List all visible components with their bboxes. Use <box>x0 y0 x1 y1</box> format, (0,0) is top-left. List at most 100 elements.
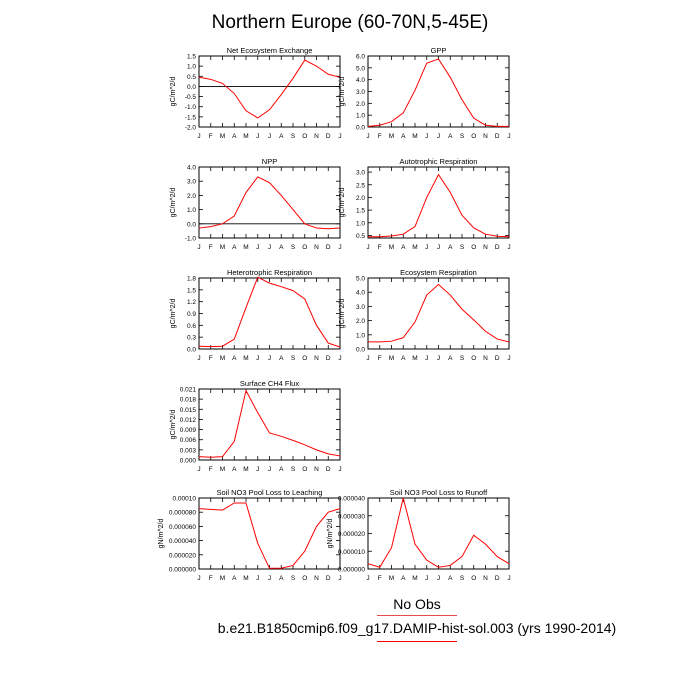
panel-1: Net Ecosystem Exchange gC/m^2/d -2.0 -1.5 -1… <box>170 46 342 140</box>
x-tick-label: J <box>366 355 369 362</box>
panel-title: Autotrophic Respiration <box>400 157 478 166</box>
x-tick-label: J <box>268 133 271 140</box>
x-tick-label: J <box>366 575 369 582</box>
x-tick-label: A <box>232 355 237 362</box>
x-tick-label: M <box>243 133 248 140</box>
y-axis-label: gN/m^2/d <box>327 519 334 549</box>
panel-5: Heterotrophic Respiration gC/m^2/d 0.0 0.3 0… <box>170 268 342 362</box>
legend-case-line <box>377 641 457 642</box>
x-tick-label: M <box>220 575 225 582</box>
x-tick-label: F <box>209 466 213 473</box>
y-tick-label: 2.0 <box>356 195 365 202</box>
x-tick-label: S <box>460 575 465 582</box>
x-tick-label: J <box>507 244 510 251</box>
x-tick-label: S <box>291 244 296 251</box>
x-tick-label: J <box>256 244 259 251</box>
y-tick-label: 0.000000 <box>169 567 196 574</box>
x-tick-label: J <box>338 575 341 582</box>
x-tick-label: D <box>495 575 500 582</box>
x-tick-label: J <box>197 355 200 362</box>
y-axis-label: gC/m^2/d <box>170 299 177 329</box>
x-tick-label: J <box>425 244 428 251</box>
y-tick-label: 2.0 <box>187 193 196 200</box>
x-tick-label: J <box>437 575 440 582</box>
y-axis-label: gC/m^2/d <box>170 77 177 107</box>
x-tick-label: O <box>471 355 476 362</box>
plot-frame <box>198 277 341 350</box>
x-tick-label: A <box>232 133 237 140</box>
y-tick-label: 0.000040 <box>169 538 196 545</box>
y-tick-label: 1.2 <box>187 299 196 306</box>
x-tick-label: N <box>483 575 488 582</box>
x-tick-label: F <box>378 355 382 362</box>
x-tick-label: N <box>314 575 319 582</box>
x-tick-label: O <box>471 575 476 582</box>
x-tick-label: J <box>425 133 428 140</box>
x-tick-label: A <box>279 355 284 362</box>
x-tick-label: D <box>495 355 500 362</box>
y-tick-label: 0.000020 <box>169 552 196 559</box>
x-tick-label: M <box>220 133 225 140</box>
y-tick-label: 1.0 <box>187 64 196 71</box>
y-tick-label: 2.0 <box>356 101 365 108</box>
x-tick-label: D <box>495 244 500 251</box>
x-tick-label: D <box>326 133 331 140</box>
y-tick-label: 4.0 <box>187 165 196 172</box>
y-tick-label: -1.0 <box>185 104 197 111</box>
x-tick-label: A <box>232 244 237 251</box>
x-tick-label: D <box>326 466 331 473</box>
x-tick-label: M <box>243 355 248 362</box>
panel-8: Soil NO3 Pool Loss to Leaching gN/m^2/d 0.… <box>158 488 342 582</box>
y-tick-label: 0.9 <box>187 311 196 318</box>
x-tick-label: M <box>412 244 417 251</box>
y-tick-label: 1.0 <box>356 332 365 339</box>
y-tick-label: 3.0 <box>356 170 365 177</box>
y-tick-label: 0.021 <box>180 387 197 394</box>
y-tick-label: 1.5 <box>356 208 365 215</box>
x-tick-label: N <box>483 355 488 362</box>
series-line <box>367 58 509 127</box>
y-tick-label: 1.5 <box>187 287 196 294</box>
panel-title: Surface CH4 Flux <box>240 379 299 388</box>
x-tick-label: O <box>302 466 307 473</box>
y-tick-label: 0.3 <box>187 335 196 342</box>
y-tick-label: -1.5 <box>185 114 197 121</box>
x-tick-label: M <box>220 355 225 362</box>
y-tick-label: -2.0 <box>185 125 197 132</box>
x-tick-label: M <box>412 355 417 362</box>
x-tick-label: J <box>256 466 259 473</box>
x-tick-label: F <box>378 244 382 251</box>
y-tick-label: 5.0 <box>356 276 365 283</box>
x-tick-label: A <box>448 244 453 251</box>
x-tick-label: J <box>338 355 341 362</box>
x-tick-label: A <box>448 355 453 362</box>
x-tick-label: A <box>279 133 284 140</box>
x-tick-label: J <box>507 133 510 140</box>
y-tick-label: 3.0 <box>356 304 365 311</box>
x-tick-label: J <box>256 355 259 362</box>
y-tick-label: -1.0 <box>185 236 197 243</box>
series-line <box>198 389 341 458</box>
panel-title: Net Ecosystem Exchange <box>227 46 313 55</box>
x-tick-label: A <box>232 575 237 582</box>
x-tick-label: F <box>209 244 213 251</box>
plot-frame <box>367 497 510 570</box>
x-tick-label: M <box>412 575 417 582</box>
x-tick-label: M <box>243 466 248 473</box>
x-tick-label: M <box>220 466 225 473</box>
x-tick-label: D <box>495 133 500 140</box>
x-tick-label: D <box>326 244 331 251</box>
y-tick-label: 1.0 <box>356 220 365 227</box>
plot-frame <box>367 55 510 128</box>
series-line <box>198 502 341 569</box>
y-tick-label: 1.0 <box>187 207 196 214</box>
y-tick-label: 0.0 <box>356 347 365 354</box>
y-tick-label: 6.0 <box>356 54 365 61</box>
x-tick-label: J <box>437 355 440 362</box>
x-tick-label: J <box>268 355 271 362</box>
x-tick-label: J <box>338 133 341 140</box>
x-tick-label: J <box>197 575 200 582</box>
x-tick-label: J <box>338 466 341 473</box>
y-axis-label: gC/m^2/d <box>339 299 346 329</box>
x-tick-label: S <box>460 133 465 140</box>
